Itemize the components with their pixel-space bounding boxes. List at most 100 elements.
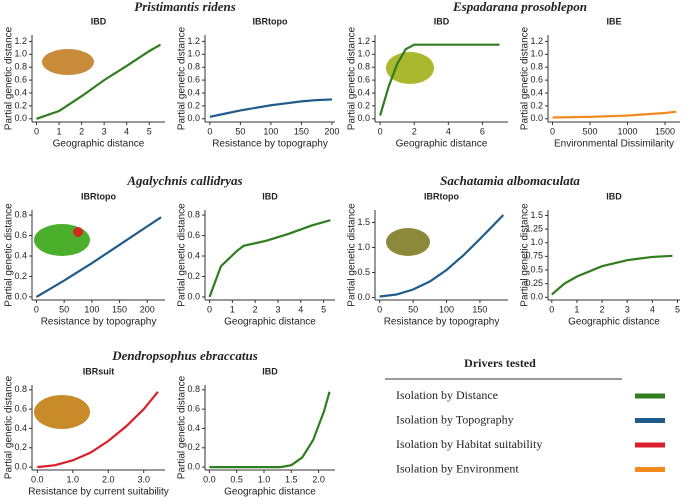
x-tick-label: 200 [140, 304, 155, 314]
x-tick-label: 4 [298, 304, 303, 314]
y-axis-label: Partial genetic distance [177, 375, 188, 479]
data-line [37, 391, 159, 469]
y-tick-label: 1.2 [187, 36, 200, 46]
y-tick-label: 0.8 [14, 384, 27, 394]
y-tick-label: 0.8 [187, 384, 200, 394]
x-tick-label: 2.0 [312, 474, 325, 484]
y-tick-label: 0.6 [187, 74, 200, 84]
legend-title: Drivers tested [464, 356, 536, 370]
species-title: Pristimantis ridens [134, 0, 236, 14]
y-tick-label: 0.2 [14, 271, 27, 281]
x-tick-label: 1 [230, 304, 235, 314]
y-tick-label: 0.4 [187, 423, 200, 433]
y-axis-label: Partial genetic distance [347, 203, 358, 307]
y-tick-label: 0.8 [187, 209, 200, 219]
y-tick-label: 0.8 [14, 209, 27, 219]
x-tick-label: 1000 [617, 126, 637, 136]
data-line [552, 110, 677, 119]
x-axis-label: Resistance by current suitability [28, 487, 169, 498]
y-tick-label: 0.6 [187, 230, 200, 240]
x-tick-label: 0 [550, 126, 555, 136]
y-tick-label: 0.6 [530, 74, 543, 84]
species-title: Agalychnis callidryas [126, 173, 242, 188]
y-tick-label: 0.0 [187, 461, 200, 471]
y-tick-label: 0.0 [14, 113, 27, 123]
panel-title: IBRtopo [81, 191, 116, 201]
x-tick-label: 50 [59, 304, 69, 314]
y-tick-label: 0.2 [187, 100, 200, 110]
x-tick-label: 3 [625, 304, 630, 314]
x-tick-label: 0.0 [203, 474, 216, 484]
y-tick-label: 0.4 [187, 250, 200, 260]
y-axis-label: Partial genetic distance [4, 375, 15, 479]
y-tick-label: 0.2 [530, 100, 543, 110]
x-axis-label: Geographic distance [396, 139, 488, 150]
x-tick-label: 0 [378, 126, 383, 136]
y-axis-label: Partial genetic distance [177, 26, 188, 130]
x-tick-label: 6 [480, 126, 485, 136]
y-axis-label: Partial genetic distance [520, 203, 531, 307]
y-tick-label: 0.2 [187, 271, 200, 281]
y-tick-label: 0.2 [187, 442, 200, 452]
y-axis-label: Partial genetic distance [347, 26, 358, 130]
x-tick-label: 2 [600, 304, 605, 314]
frog-photo [386, 52, 434, 84]
x-tick-label: 0 [549, 304, 554, 314]
y-tick-label: 0.6 [187, 404, 200, 414]
panel-title: IBD [606, 191, 622, 201]
data-line [379, 214, 505, 298]
y-tick-label: 0.4 [14, 423, 27, 433]
x-axis-label: Resistance by topography [384, 317, 500, 328]
x-tick-label: 100 [439, 304, 454, 314]
frog-photo [42, 49, 94, 75]
y-tick-label: 0.0 [357, 292, 370, 302]
x-tick-label: 1.0 [258, 474, 271, 484]
y-tick-label: 0.0 [14, 461, 27, 471]
data-line [379, 43, 500, 116]
x-tick-label: 5 [675, 304, 680, 314]
frog-photo [386, 228, 430, 256]
x-tick-label: 100 [263, 126, 278, 136]
y-tick-label: 1.0 [530, 237, 543, 247]
x-tick-label: 0 [34, 304, 39, 314]
y-tick-label: 0.5 [357, 267, 370, 277]
x-tick-label: 0 [207, 304, 212, 314]
species-title: Dendropsophus ebraccatus [111, 348, 258, 363]
y-tick-label: 1.0 [357, 49, 370, 59]
y-tick-label: 1.2 [14, 36, 27, 46]
x-tick-label: 1.0 [67, 474, 80, 484]
panel-title: IBD [91, 16, 107, 26]
y-tick-label: 0.0 [530, 292, 543, 302]
x-tick-label: 5 [147, 126, 152, 136]
data-line [209, 391, 331, 469]
y-tick-label: 0.2 [14, 442, 27, 452]
y-tick-label: 0.2 [357, 100, 370, 110]
x-tick-label: 2 [79, 126, 84, 136]
x-tick-label: 3.0 [137, 474, 150, 484]
y-axis-label: Partial genetic distance [520, 26, 531, 130]
y-tick-label: 1.0 [357, 242, 370, 252]
legend-label: Isolation by Distance [396, 388, 498, 402]
x-tick-label: 4 [650, 304, 655, 314]
x-tick-label: 200 [324, 126, 339, 136]
y-tick-label: 0.6 [14, 230, 27, 240]
x-tick-label: 3 [275, 304, 280, 314]
x-tick-label: 2 [253, 304, 258, 314]
x-tick-label: 2.0 [102, 474, 115, 484]
x-tick-label: 500 [582, 126, 597, 136]
data-line [208, 219, 331, 298]
x-tick-label: 0 [34, 126, 39, 136]
y-tick-label: 0.0 [530, 113, 543, 123]
x-tick-label: 150 [294, 126, 309, 136]
y-tick-label: 0.25 [525, 278, 543, 288]
x-axis-label: Environmental Dissimilarity [554, 139, 674, 150]
y-tick-label: 0.0 [187, 113, 200, 123]
y-tick-label: 0.5 [530, 264, 543, 274]
y-tick-label: 0.4 [187, 87, 200, 97]
x-tick-label: 1 [574, 304, 579, 314]
data-line [35, 216, 162, 298]
y-tick-label: 0.0 [14, 291, 27, 301]
y-tick-label: 0.0 [187, 291, 200, 301]
data-line [36, 43, 162, 120]
